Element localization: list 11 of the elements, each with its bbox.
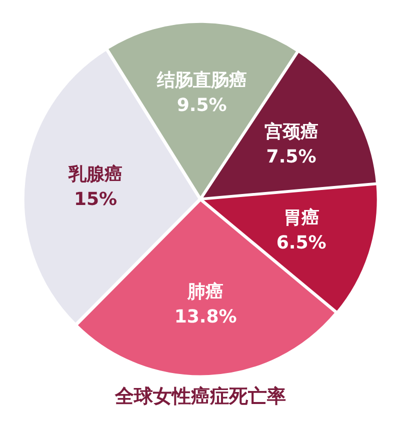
slice-label: 结肠直肠癌 [156,70,247,92]
slice-label: 乳腺癌 [67,164,122,186]
data-label: 9.5% [176,95,227,116]
text: 全球女性癌症死亡率 [114,386,286,408]
slice-label: 胃癌 [283,207,320,228]
data-label: 13.8% [174,306,237,328]
slice-label: 肺癌 [186,281,224,302]
data-label: 6.5% [276,232,326,254]
slice-label: 宫颈癌 [264,122,318,143]
data-label: 15% [74,189,118,210]
data-label: 7.5% [266,146,316,168]
